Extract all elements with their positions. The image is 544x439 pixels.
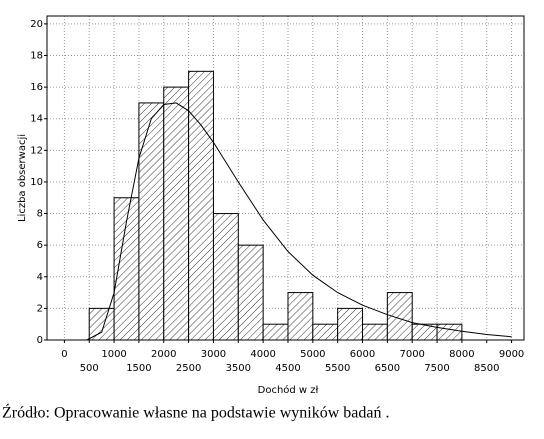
- x-tick-label: 2500: [176, 363, 201, 374]
- x-tick-label: 9000: [499, 349, 524, 360]
- x-tick-label: 4500: [275, 363, 300, 374]
- x-axis-label: Dochód w zł: [258, 384, 319, 396]
- x-tick-label: 7500: [424, 363, 449, 374]
- x-tick-label: 500: [80, 363, 99, 374]
- x-tick-label: 4000: [250, 349, 275, 360]
- x-tick-label: 3500: [226, 363, 251, 374]
- y-tick-label: 4: [37, 272, 43, 283]
- bar: [88, 307, 115, 341]
- y-tick-label: 6: [37, 240, 43, 251]
- y-tick-label: 0: [37, 335, 43, 346]
- bar: [337, 307, 364, 341]
- x-tick-label: 2000: [151, 349, 176, 360]
- y-tick-label: 20: [30, 19, 43, 30]
- bar: [212, 213, 239, 341]
- x-tick-label: 6500: [375, 363, 400, 374]
- bar: [188, 70, 214, 341]
- bar: [362, 323, 388, 341]
- y-tick-label: 2: [37, 303, 43, 314]
- x-tick-label: 0: [61, 349, 67, 360]
- x-tick-label: 1000: [101, 349, 126, 360]
- y-tick-label: 14: [30, 114, 43, 125]
- y-tick-label: 16: [30, 82, 43, 93]
- x-tick-label: 8000: [449, 349, 474, 360]
- bar: [163, 86, 190, 341]
- x-tick-label: 6000: [350, 349, 375, 360]
- x-tick-label: 1500: [126, 363, 151, 374]
- y-tick-label: 8: [37, 209, 43, 220]
- x-tick-label: 3000: [201, 349, 226, 360]
- y-axis-label: Liczba obserwacji: [17, 134, 28, 222]
- bar: [138, 102, 165, 341]
- bar: [262, 323, 289, 341]
- y-tick-label: 12: [30, 145, 43, 156]
- x-tick-label: 8500: [474, 363, 499, 374]
- bar: [386, 292, 413, 341]
- bar: [237, 244, 264, 341]
- x-tick-label: 5000: [300, 349, 325, 360]
- caption: Źródło: Opracowanie własne na podstawie …: [2, 403, 389, 422]
- y-tick-label: 10: [30, 177, 43, 188]
- fit-curve: [86, 102, 512, 341]
- bar: [287, 292, 314, 341]
- x-tick-label: 7000: [399, 349, 424, 360]
- bar: [436, 323, 463, 341]
- x-tick-label: 5500: [325, 363, 350, 374]
- y-tick-label: 18: [30, 51, 43, 62]
- bar: [312, 323, 339, 341]
